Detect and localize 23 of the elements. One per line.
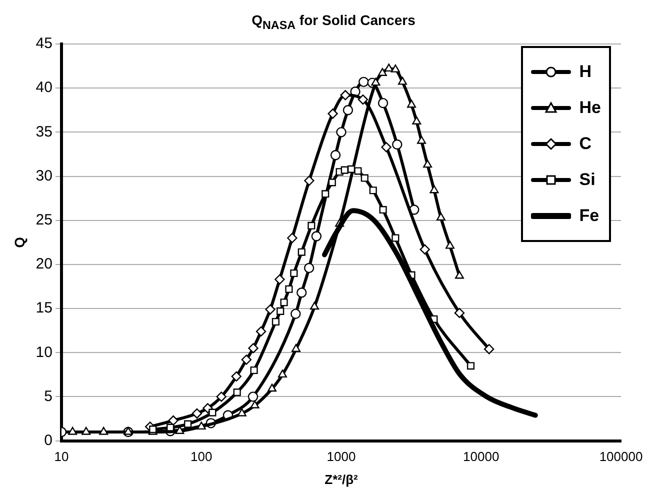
x-tick-label: 100000: [599, 449, 643, 464]
x-tick-label: 10: [54, 449, 69, 464]
y-tick-label: 0: [44, 432, 52, 449]
chart-title: Q$_{NASA}$ for Solid Cancers: [250, 11, 416, 32]
legend-label: H: [579, 62, 592, 82]
legend-label: He: [579, 98, 601, 118]
legend-label: Fe: [579, 206, 600, 226]
y-axis-title: Q: [11, 236, 28, 248]
y-tick-label: 25: [36, 211, 52, 228]
y-tick-label: 35: [36, 123, 52, 140]
x-tick-label: 100: [190, 449, 212, 464]
y-tick-label: 20: [36, 256, 52, 273]
x-tick-label: 10000: [463, 449, 500, 464]
y-tick-label: 10: [36, 344, 52, 361]
x-axis-title: Z*²/β²: [324, 472, 359, 487]
legend-label: Si: [579, 170, 596, 190]
y-tick-label: 15: [36, 300, 52, 317]
y-tick-label: 30: [36, 167, 52, 184]
y-tick-label: 45: [36, 35, 52, 52]
y-tick-label: 40: [36, 79, 52, 96]
y-tick-label: 5: [44, 388, 52, 405]
x-tick-label: 1000: [326, 449, 356, 464]
legend-label: C: [579, 134, 592, 154]
